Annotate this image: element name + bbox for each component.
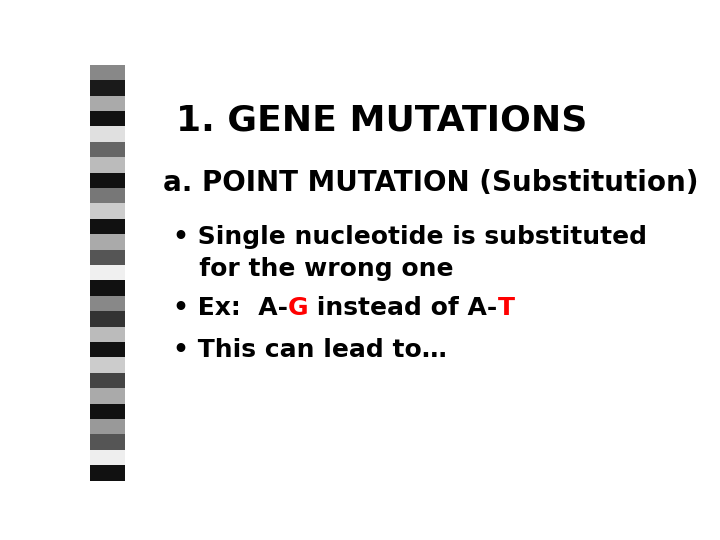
Bar <box>90 450 125 465</box>
Bar <box>90 249 125 265</box>
Bar <box>90 96 125 111</box>
Bar <box>90 419 125 434</box>
Text: • Ex:  A-: • Ex: A- <box>173 296 287 320</box>
Bar <box>90 357 125 373</box>
Bar <box>90 142 125 157</box>
Bar <box>90 204 125 219</box>
Bar <box>90 327 125 342</box>
Text: for the wrong one: for the wrong one <box>173 256 453 281</box>
Text: 1. GENE MUTATIONS: 1. GENE MUTATIONS <box>176 104 588 138</box>
Bar <box>90 219 125 234</box>
Bar <box>90 234 125 249</box>
Bar <box>90 188 125 204</box>
Bar <box>90 157 125 173</box>
Bar <box>90 80 125 96</box>
Text: T: T <box>498 296 515 320</box>
Bar <box>90 465 125 481</box>
Bar <box>90 434 125 450</box>
Bar <box>90 111 125 126</box>
Text: instead of A-: instead of A- <box>308 296 498 320</box>
Text: G: G <box>287 296 308 320</box>
Bar <box>90 173 125 188</box>
Text: • Single nucleotide is substituted: • Single nucleotide is substituted <box>173 225 647 249</box>
Bar <box>90 403 125 419</box>
Bar <box>90 126 125 142</box>
Bar <box>90 296 125 311</box>
Bar <box>90 342 125 357</box>
Bar <box>90 311 125 327</box>
Bar <box>90 280 125 296</box>
Bar <box>90 265 125 280</box>
Bar <box>90 388 125 403</box>
Bar <box>90 65 125 80</box>
Text: • This can lead to…: • This can lead to… <box>173 338 446 362</box>
Text: a. POINT MUTATION (Substitution): a. POINT MUTATION (Substitution) <box>163 170 698 197</box>
Bar <box>90 373 125 388</box>
